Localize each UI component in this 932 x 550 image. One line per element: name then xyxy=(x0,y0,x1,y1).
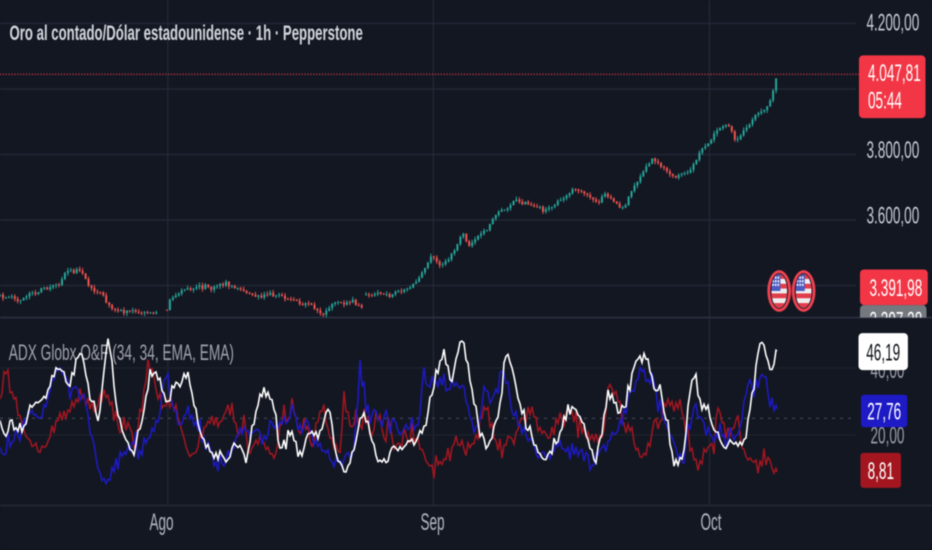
svg-text:Sep: Sep xyxy=(420,509,444,536)
svg-text:27,76: 27,76 xyxy=(867,399,901,426)
svg-text:3.800,00: 3.800,00 xyxy=(867,137,920,164)
svg-text:3.397,38: 3.397,38 xyxy=(870,308,923,335)
svg-text:05:44: 05:44 xyxy=(868,87,902,114)
svg-text:Ago: Ago xyxy=(149,509,173,536)
svg-text:4.047,81: 4.047,81 xyxy=(868,60,921,87)
svg-text:3.600,00: 3.600,00 xyxy=(867,203,920,230)
svg-text:3.391,98: 3.391,98 xyxy=(870,275,923,302)
svg-text:8,81: 8,81 xyxy=(868,458,894,485)
svg-text:Oro al contado/Dólar estadouni: Oro al contado/Dólar estadounidense · 1h… xyxy=(10,21,363,45)
svg-text:Oct: Oct xyxy=(700,509,721,536)
svg-text:46,19: 46,19 xyxy=(866,339,900,366)
svg-text:4.200,00: 4.200,00 xyxy=(867,10,920,37)
svg-text:20,00: 20,00 xyxy=(871,423,905,450)
svg-text:ADX Globx O&F (34, 34, EMA, EM: ADX Globx O&F (34, 34, EMA, EMA) xyxy=(9,339,234,364)
